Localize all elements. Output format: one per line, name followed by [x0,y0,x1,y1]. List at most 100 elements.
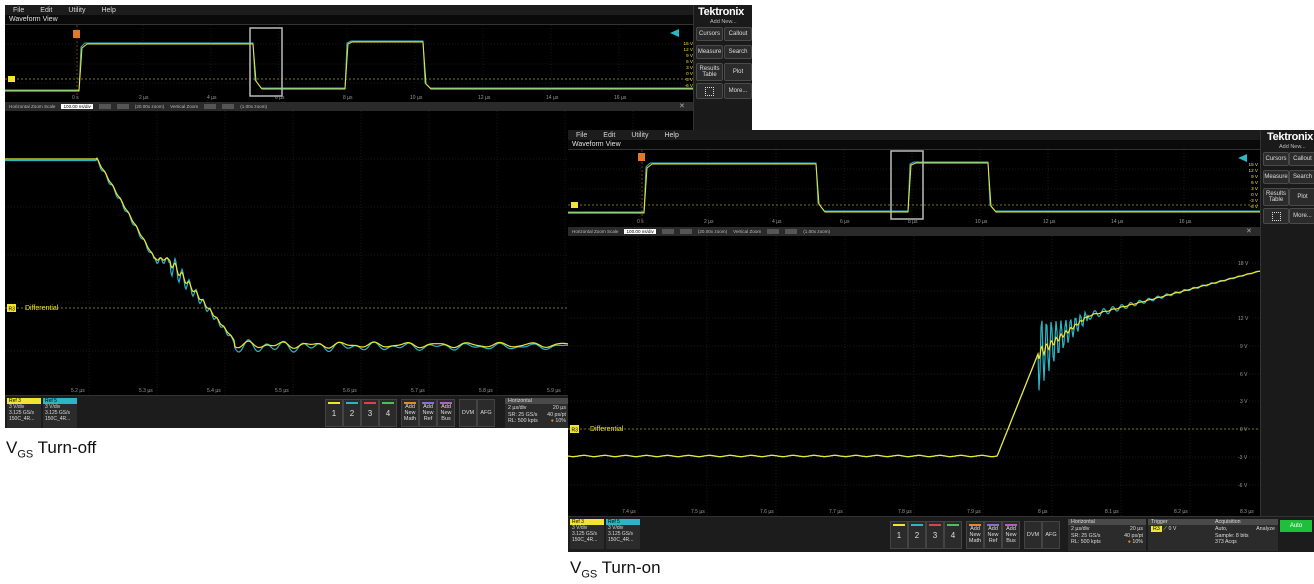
caption-off-sub: GS [17,448,34,461]
hzoom-scale-input[interactable]: 100.00 ns/div [624,229,656,234]
scale-handle-icon[interactable] [1238,154,1247,162]
menu-help[interactable]: Help [664,131,679,139]
h-position-icon: ● [1127,539,1131,546]
ref3-scale: 3 V/div [572,525,588,531]
hzoom-plus-button[interactable] [661,229,674,234]
add-new-math-button[interactable]: Add New Math [966,521,984,549]
ref-marker-icon[interactable] [571,202,578,208]
channel-2-button[interactable]: 2 [908,521,926,549]
dvm-button[interactable]: DVM [459,399,477,427]
channel-1-button[interactable]: 1 [325,399,343,427]
cursors-button[interactable]: Cursors [696,27,723,41]
time-tick: 5.6 µs [343,388,357,394]
more-button[interactable]: More... [1289,208,1314,224]
trigger-marker-icon[interactable] [73,30,80,38]
channel-2-button[interactable]: 2 [343,399,361,427]
trigger-settings-box[interactable]: Trigger R3 ⟋ 0 V [1148,519,1212,551]
auto-button[interactable]: Auto [1280,520,1312,532]
scale-handle-icon[interactable] [670,29,679,37]
vzoom-plus-button[interactable] [767,229,780,234]
waveform-view-title: Waveform View [5,15,693,25]
waveform-view-title: Waveform View [568,140,1260,150]
add-new-ref-button[interactable]: Add New Ref [984,521,1002,549]
ov-tick: 0 s [637,219,644,225]
results-table-button[interactable]: Results Table [1263,188,1289,206]
ref-r3-marker-icon[interactable] [7,304,16,312]
trigger-marker-icon[interactable] [638,153,645,161]
ref5-badge[interactable]: Ref 5 3 V/div 3.125 GS/s 150C_4R... [606,519,640,549]
menu-edit[interactable]: Edit [40,6,53,14]
volt-tick: 6 V [1240,372,1248,378]
side-panel-turn-on: Tektronix Add New... Cursors Callout Mea… [1260,130,1314,516]
acquisition-settings-box[interactable]: Acquisition Auto, Analyze Sample: 8 bits … [1212,519,1278,551]
zoom-close-button[interactable]: ✕ [1246,228,1252,235]
time-tick: 7.8 µs [898,509,912,515]
vzoom-factor: (1.00x zoom) [240,104,268,109]
results-table-button[interactable]: Results Table [696,63,723,81]
search-button[interactable]: Search [724,45,752,59]
channel-4-button[interactable]: 4 [944,521,962,549]
add-bus-l2: New [440,410,452,416]
menu-utility[interactable]: Utility [631,131,649,139]
channel-3-button[interactable]: 3 [926,521,944,549]
menu-file[interactable]: File [13,6,25,14]
ov-tick: 0 s [72,95,79,101]
add-new-bus-button[interactable]: Add New Bus [1002,521,1020,549]
cursors-button[interactable]: Cursors [1263,152,1289,166]
measure-button[interactable]: Measure [1263,170,1289,184]
channel-4-button[interactable]: 4 [379,399,397,427]
hzoom-scale-input[interactable]: 100.00 ns/div [61,104,93,109]
plot-button[interactable]: Plot [724,63,752,81]
ref3-badge[interactable]: Ref 3 3 V/div 3.125 GS/s 150C_4R... [7,398,41,428]
menu-help[interactable]: Help [101,6,116,14]
acq-analyze: Analyze [1256,526,1275,533]
vzoom-minus-button[interactable] [222,104,235,109]
horizontal-settings-box[interactable]: Horizontal 2 µs/div 20 µs SR: 25 GS/s 40 p… [1068,519,1146,551]
vzoom-plus-button[interactable] [204,104,217,109]
ov-tick: 8 µs [343,95,353,101]
ov-volt: 3 V [1251,186,1258,191]
afg-button[interactable]: AFG [477,399,495,427]
afg-button[interactable]: AFG [1042,521,1060,549]
add-new-ref-button[interactable]: Add New Ref [419,399,437,427]
vzoom-minus-button[interactable] [785,229,798,234]
search-button[interactable]: Search [1289,170,1314,184]
more-button[interactable]: More... [724,83,752,99]
callout-button[interactable]: Callout [724,27,752,41]
volt-tick: 12 V [1238,316,1249,322]
time-tick: 8.1 µs [1105,509,1119,515]
callout-button[interactable]: Callout [1289,152,1314,166]
volt-tick: 3 V [1240,399,1248,405]
caption-off-tail: Turn-off [33,438,97,457]
caption-turn-off: VGS Turn-off [6,438,96,460]
hzoom-minus-button[interactable] [116,104,129,109]
ref3-badge[interactable]: Ref 3 3 V/div 3.125 GS/s 150C_4R... [570,519,604,549]
plot-button[interactable]: Plot [1289,188,1314,206]
add-new-label: Add New... [710,19,737,25]
add-new-bus-button[interactable]: Add New Bus [437,399,455,427]
zoom-close-button[interactable]: ✕ [679,103,685,110]
menu-edit[interactable]: Edit [603,131,616,139]
turn-on-yellow-trace [568,270,1260,458]
ref-r3-marker-icon[interactable] [570,425,579,433]
channel-3-button[interactable]: 3 [361,399,379,427]
ref5-badge[interactable]: Ref 5 3 V/div 3.125 GS/s 150C_4R... [43,398,77,428]
zoom-icon-button[interactable] [1263,208,1289,224]
zoom-icon-button[interactable] [696,83,723,99]
ref-marker-icon[interactable] [8,76,15,82]
channel-1-button[interactable]: 1 [890,521,908,549]
ref-marker-label: R3 [9,307,16,313]
menu-utility[interactable]: Utility [68,6,86,14]
horizontal-settings-box[interactable]: Horizontal 2 µs/div 20 µs SR: 25 GS/s 40 p… [505,398,569,428]
ov-tick: 16 µs [1179,219,1192,225]
ref3-file: 150C_4R... [572,537,598,543]
measure-button[interactable]: Measure [696,45,723,59]
hzoom-plus-button[interactable] [98,104,111,109]
turn-on-volt-ticks: 18 V 12 V 9 V 6 V 3 V 0 V -3 V -6 V [1238,261,1249,489]
overview-time-ticks: 0 s 2 µs 4 µs 6 µs 8 µs 10 µs 12 µs 14 µ… [5,95,693,102]
dvm-button[interactable]: DVM [1024,521,1042,549]
hzoom-minus-button[interactable] [679,229,692,234]
add-new-math-button[interactable]: Add New Math [401,399,419,427]
menu-file[interactable]: File [576,131,588,139]
h-position: 10% [1132,539,1143,546]
